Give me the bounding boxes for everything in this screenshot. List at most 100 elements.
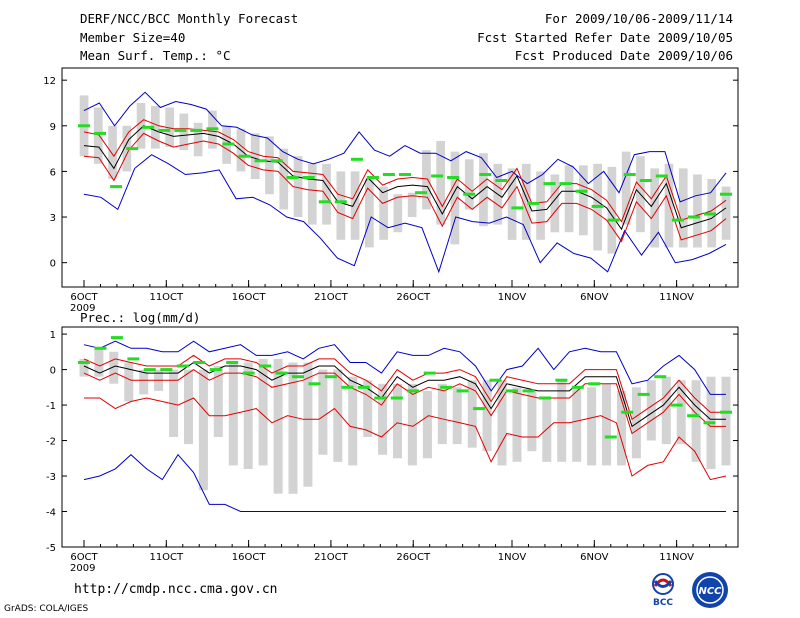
obs-marker (382, 173, 395, 176)
obs-marker (374, 396, 387, 400)
ncc-logo: NCC (692, 572, 728, 608)
chart-title: DERF/NCC/BCC Monthly Forecast (80, 11, 299, 26)
ensemble-box (646, 380, 656, 441)
ensemble-box (550, 174, 560, 233)
ensemble-box (678, 168, 688, 248)
ensemble-box (139, 369, 149, 395)
ensemble-box (676, 380, 686, 445)
obs-marker (543, 182, 556, 186)
y-tick-label: 0 (50, 366, 56, 377)
x-year-label: 2009 (70, 303, 95, 314)
y-tick-label: 6 (50, 167, 56, 178)
ensemble-box (602, 383, 611, 466)
obs-marker (423, 371, 436, 375)
x-tick-label: 11NOV (659, 552, 694, 563)
obs-marker (538, 396, 551, 400)
obs-marker (654, 375, 667, 379)
obs-marker (639, 179, 652, 182)
ensemble-box (621, 151, 631, 225)
obs-marker (588, 382, 601, 386)
x-tick-label: 26OCT (396, 292, 431, 303)
obs-marker (456, 389, 469, 393)
obs-marker (127, 357, 140, 361)
ensemble-box (664, 163, 674, 248)
ensemble-box (579, 165, 588, 236)
obs-marker (78, 361, 90, 364)
min-line (83, 453, 726, 512)
ensemble-box (213, 366, 223, 437)
obs-marker (302, 176, 315, 179)
obs-marker (591, 204, 604, 208)
ensemble-box (572, 387, 582, 462)
x-tick-label: 21OCT (314, 292, 349, 303)
obs-marker (286, 176, 299, 179)
ensemble-box (450, 151, 460, 245)
ensemble-box (437, 383, 447, 445)
obs-marker (655, 174, 668, 178)
obs-marker (431, 174, 444, 178)
ncc-logo-text: NCC (698, 586, 722, 597)
obs-marker (78, 124, 90, 128)
spread-low-line (83, 368, 726, 435)
ensemble-box (363, 380, 373, 437)
ensemble-box (318, 369, 328, 455)
ensemble-box (303, 362, 313, 487)
obs-marker (209, 368, 222, 372)
min-line (83, 154, 727, 274)
ensemble-box (151, 106, 160, 149)
obs-marker (637, 392, 650, 396)
plot-frame (61, 67, 739, 288)
ensemble-box (333, 369, 343, 462)
ensemble-box (378, 383, 388, 455)
grads-credit: GrADS: COLA/IGES (4, 604, 89, 614)
obs-marker (110, 185, 123, 189)
obs-marker (174, 128, 187, 132)
obs-marker (238, 154, 251, 158)
obs-marker (399, 173, 411, 176)
x-tick-label: 11NOV (659, 292, 694, 303)
spread-low-line (83, 132, 727, 243)
x-tick-label: 26OCT (396, 552, 431, 563)
ensemble-box (93, 107, 103, 164)
x-tick-label: 11OCT (149, 552, 184, 563)
ensemble-box (108, 125, 117, 179)
ensemble-box (564, 165, 574, 233)
obs-marker (407, 389, 420, 393)
x-tick-label: 6OCT (70, 292, 98, 303)
x-tick-label: 1NOV (498, 292, 527, 303)
ensemble-box (265, 136, 274, 195)
ensemble-box (348, 376, 358, 466)
precip-title: Prec.: log(mm/d) (80, 310, 200, 325)
y-tick-label: -2 (46, 437, 56, 448)
ensemble-box (288, 362, 298, 494)
obs-marker (555, 378, 568, 382)
obs-marker (94, 346, 107, 350)
obs-marker (206, 127, 219, 131)
obs-marker (350, 157, 363, 161)
obs-marker (623, 173, 636, 176)
obs-marker (571, 385, 584, 389)
ensemble-box (452, 387, 462, 445)
median-line (83, 125, 727, 231)
obs-marker (415, 191, 428, 195)
obs-marker (357, 385, 370, 389)
obs-marker (506, 389, 518, 393)
ensemble-box (169, 369, 179, 437)
ensemble-box (109, 351, 119, 384)
obs-marker (473, 407, 486, 411)
ensemble-box (250, 133, 260, 179)
ensemble-box (198, 369, 208, 491)
obs-marker (254, 159, 267, 163)
y-tick-label: 0 (50, 259, 56, 270)
obs-marker (604, 435, 617, 439)
x-tick-label: 6NOV (580, 292, 609, 303)
obs-marker (559, 182, 572, 186)
ensemble-box (527, 390, 537, 452)
ensemble-box (336, 171, 346, 240)
obs-marker (308, 382, 321, 386)
obs-marker (687, 414, 700, 418)
obs-marker (142, 125, 155, 129)
source-url[interactable]: http://cmdp.ncc.cma.gov.cn (74, 582, 278, 597)
